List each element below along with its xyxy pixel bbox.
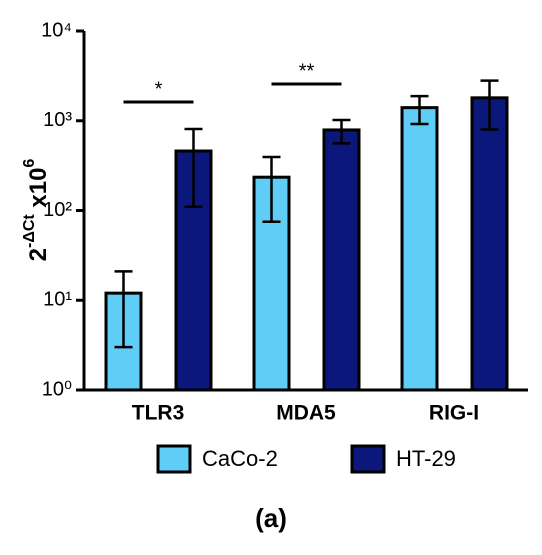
error-bar — [114, 270, 133, 349]
y-tick-label: 10¹ — [43, 289, 72, 311]
bar — [400, 106, 439, 392]
error-bar — [262, 155, 281, 223]
error-bar — [410, 94, 429, 126]
error-bar — [332, 118, 351, 145]
y-tick-label: 10⁴ — [41, 19, 72, 41]
y-axis-label-part: 6 — [21, 159, 38, 168]
significance-label: * — [155, 78, 163, 100]
legend-label: CaCo-2 — [202, 446, 278, 471]
caption: (a) — [255, 503, 287, 533]
x-tick-label: TLR3 — [132, 402, 185, 425]
error-bar — [480, 79, 499, 131]
y-axis-label-part: 2 — [25, 248, 52, 261]
bar — [174, 149, 213, 392]
y-tick-label: 10³ — [43, 109, 72, 131]
bar — [470, 96, 509, 392]
bar — [322, 128, 361, 392]
error-bar — [184, 127, 203, 209]
y-tick-label: 10² — [43, 199, 72, 221]
significance-label: ** — [299, 60, 315, 82]
y-tick-label: 10⁰ — [42, 378, 72, 400]
y-axis-label-part: -ΔCt — [21, 214, 38, 248]
x-tick-label: MDA5 — [276, 402, 336, 425]
y-axis-label-part: x10 — [25, 168, 52, 215]
legend-swatch — [156, 444, 192, 474]
legend-swatch — [350, 444, 386, 474]
legend-label: HT-29 — [396, 446, 456, 471]
y-axis-label: 2-ΔCt x106 — [21, 159, 52, 262]
x-tick-label: RIG-I — [429, 402, 479, 425]
